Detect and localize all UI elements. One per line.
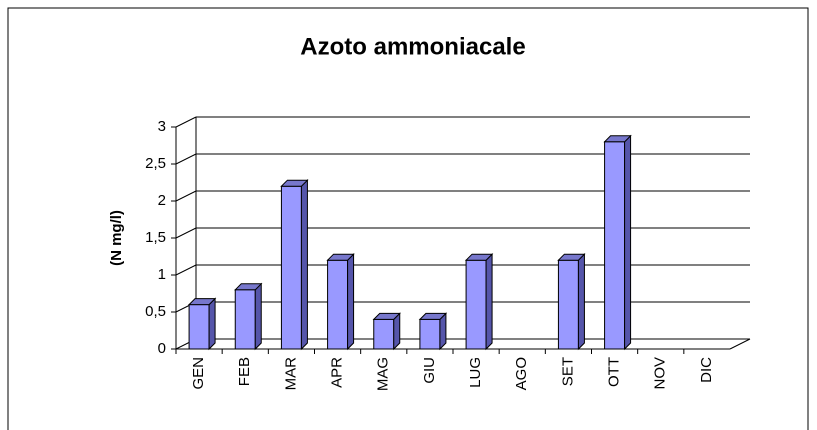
bar-front [557,259,579,350]
bar-front [373,318,395,350]
x-tick-label: FEB [236,357,253,386]
y-tick-label: 2 [158,192,166,209]
y-tick-label: 0 [158,340,166,357]
bar-side [624,134,632,351]
bar [418,312,448,351]
bar-side [347,252,355,351]
bar-side [254,282,262,351]
x-tick-label: NOV [652,357,669,390]
wall-line [175,190,197,202]
x-tick-label: GIU [421,357,438,384]
x-tick-label: GEN [190,357,207,390]
chart-title: Azoto ammoniacale [300,33,525,60]
bar-side [485,252,493,351]
y-tick-label: 1 [158,266,166,283]
y-axis-label: (N mg/l) [108,210,125,266]
bar-front [280,185,302,350]
bar-side [300,178,308,351]
bar-front [327,259,349,350]
bar [372,312,401,351]
bar-top [280,179,309,187]
x-tick-label: AGO [513,357,530,390]
bar [187,297,217,351]
bar [464,252,494,351]
bar-front [419,318,441,350]
floor-right [729,338,751,350]
wall-line [175,153,197,165]
bar [557,252,586,351]
bar-front [604,141,626,350]
bar-top [234,283,263,291]
bar-front [465,259,487,350]
wall-line [175,116,197,128]
bar-top [372,312,401,320]
bar-side [577,252,585,351]
bar-top [326,253,355,261]
y-tick-label: 2,5 [145,155,166,172]
y-tick-label: 0,5 [145,303,166,320]
x-tick-label: OTT [606,357,623,387]
bar [234,282,263,351]
bar-front [234,289,256,350]
y-tick-label: 3 [158,118,166,135]
wall-line [175,264,197,276]
bar-top [187,298,217,306]
x-tick-label: LUG [467,357,484,388]
y-tick-label: 1,5 [145,229,166,246]
bar-top [464,253,494,261]
x-tick-label: APR [329,357,346,388]
x-tick-label: MAG [375,357,392,391]
bar-top [603,135,632,143]
x-tick-label: SET [559,357,576,386]
x-tick-label: DIC [698,357,715,383]
chart-border [7,7,809,430]
bar-front [188,304,210,350]
bar [603,134,632,351]
wall-line [175,227,197,239]
bar [326,252,355,351]
bar-top [418,312,448,320]
bar-side [208,297,216,351]
bar-top [557,253,586,261]
x-tick-label: MAR [282,357,299,391]
bar [280,178,309,351]
